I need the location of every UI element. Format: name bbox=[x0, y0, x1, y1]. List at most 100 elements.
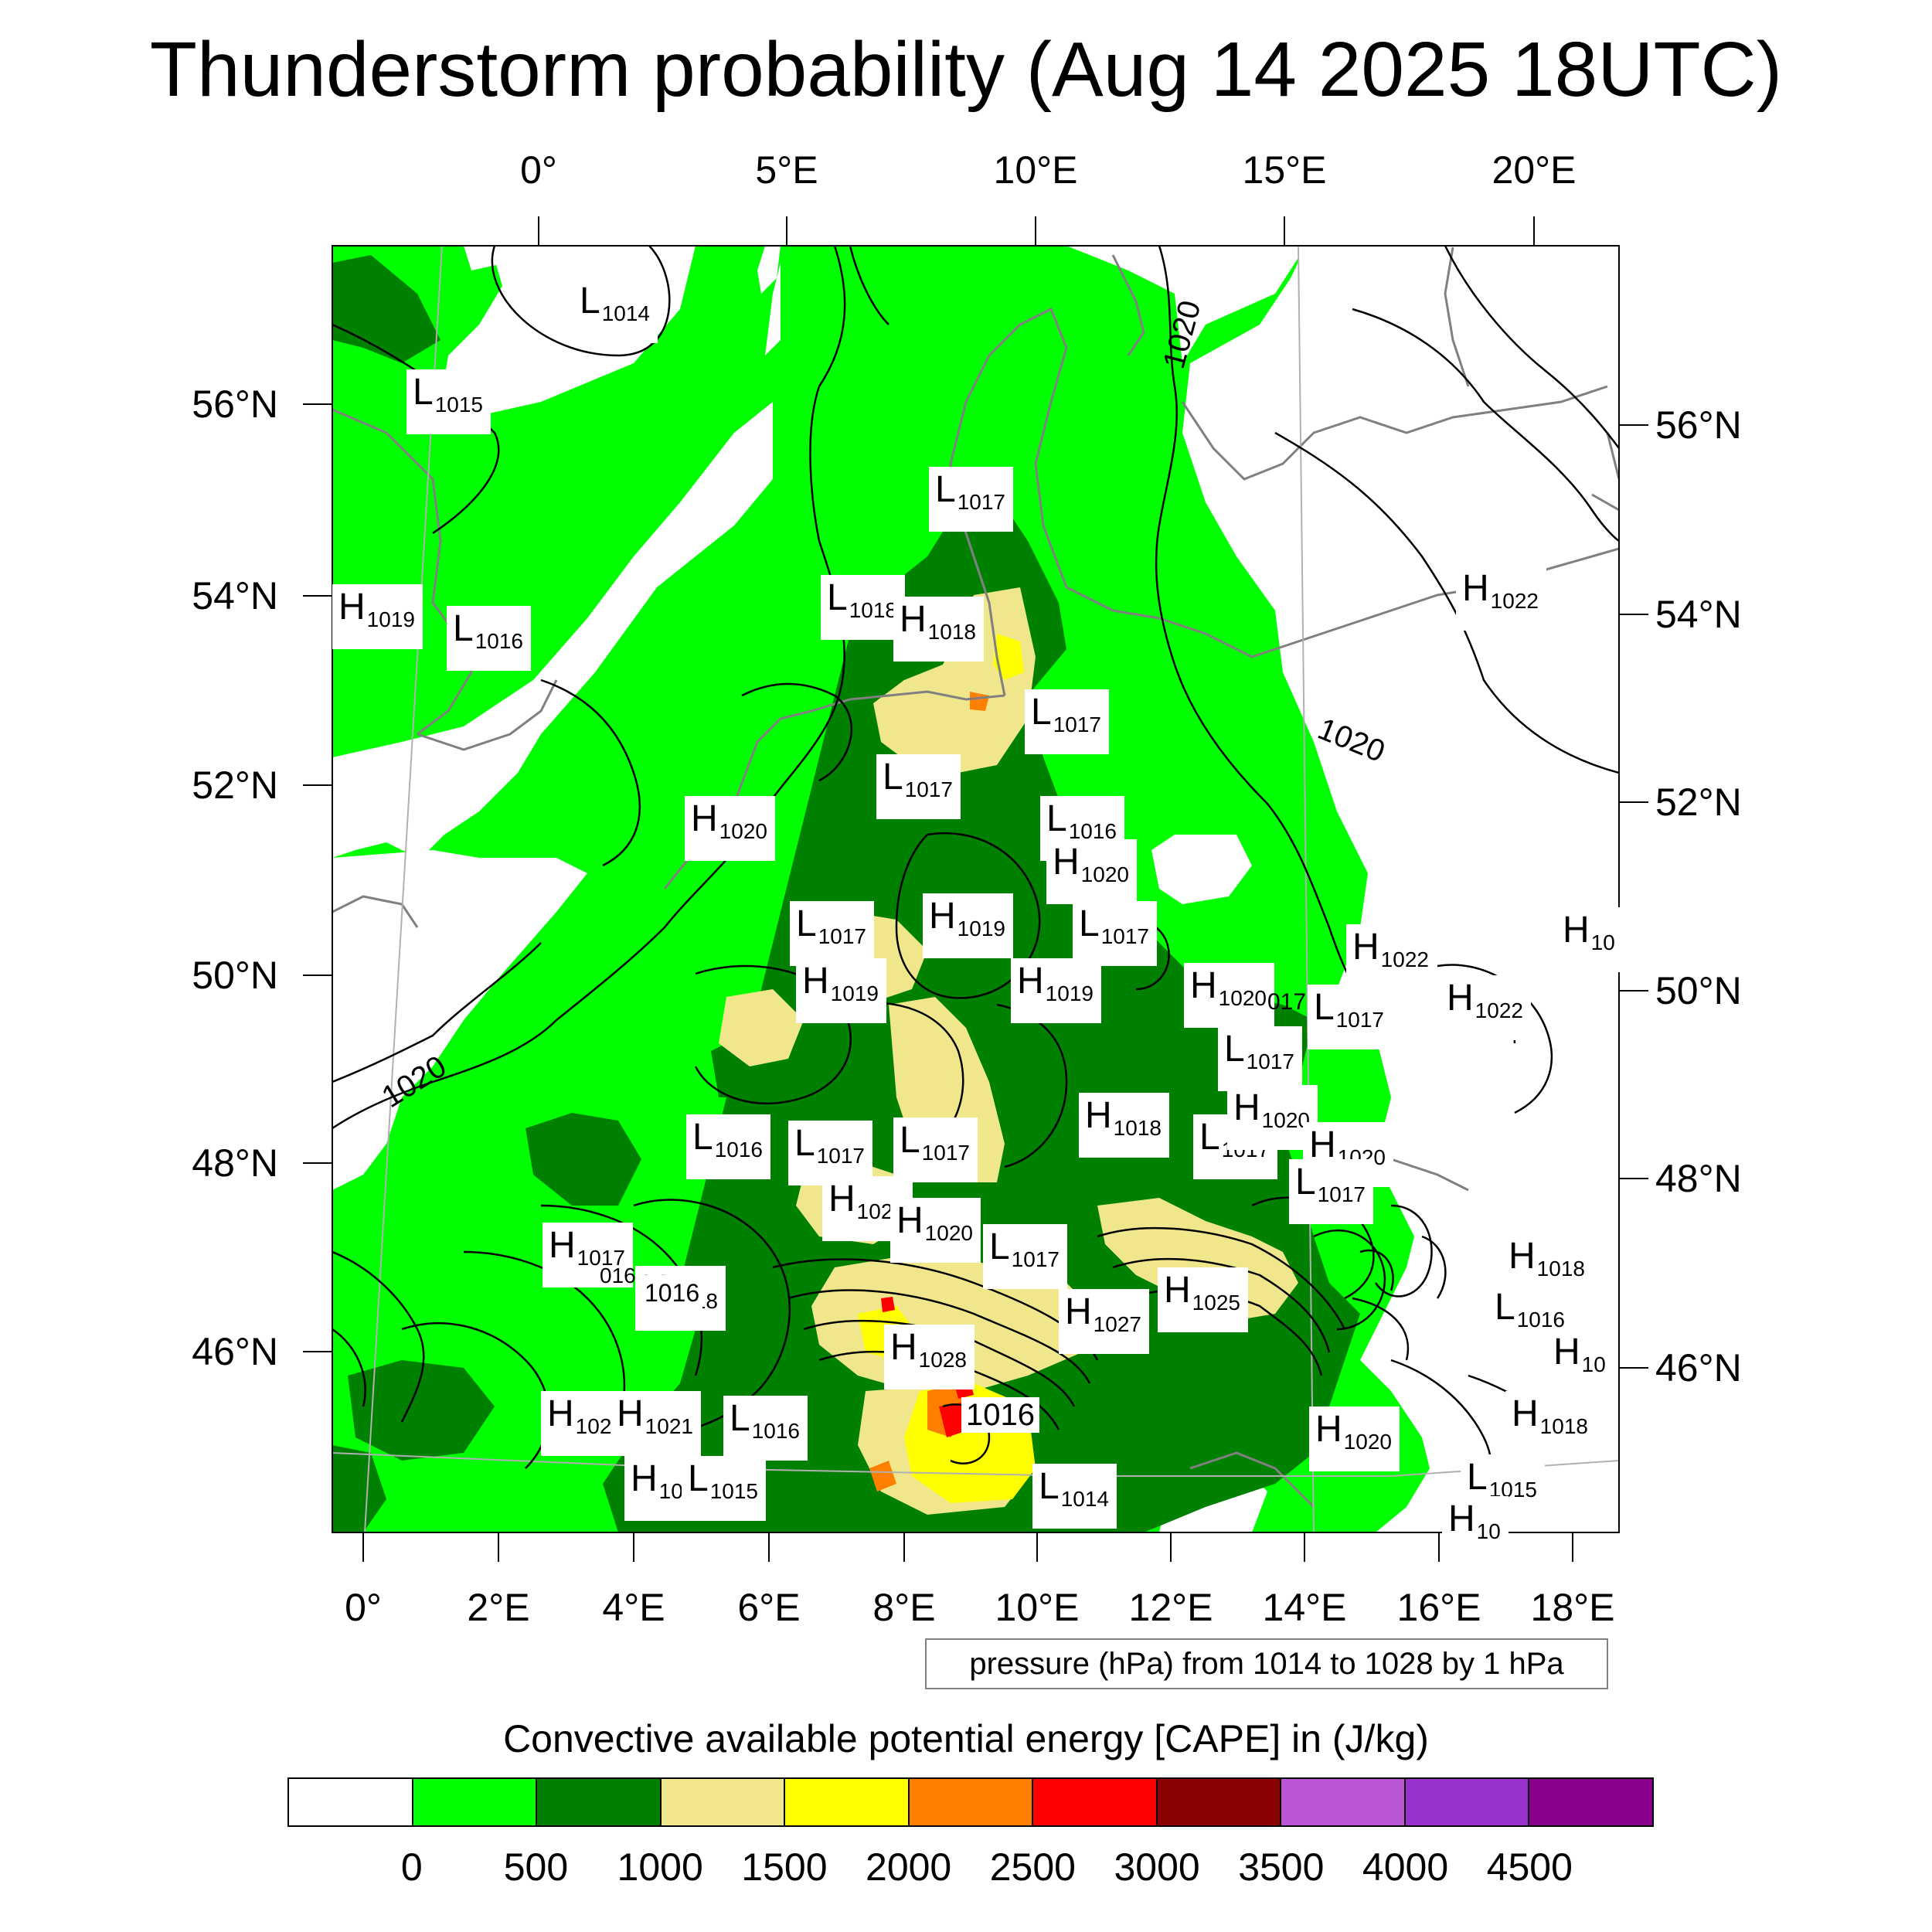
pressure-center-label: H1020 bbox=[1184, 963, 1274, 1028]
coastlines bbox=[332, 247, 1619, 1509]
pressure-center-label: H1027 bbox=[1059, 1289, 1149, 1354]
latitude-tick-right: 54°N bbox=[1655, 593, 1742, 636]
colorbar-label: 2500 bbox=[989, 1845, 1076, 1889]
latitude-tick-right: 56°N bbox=[1655, 403, 1742, 447]
isobar-label: 1016 bbox=[961, 1397, 1039, 1433]
pressure-center-label: H1019 bbox=[923, 893, 1013, 958]
pressure-center-label: H10 bbox=[1547, 1329, 1614, 1394]
pressure-center-label: L1016 bbox=[686, 1114, 770, 1179]
pressure-center-label: H1019 bbox=[796, 958, 886, 1023]
colorbar-label: 1500 bbox=[741, 1845, 828, 1889]
pressure-center-label: L1017 bbox=[788, 1121, 872, 1185]
colorbar-swatch bbox=[785, 1779, 910, 1825]
longitude-tick-bottom: 18°E bbox=[1530, 1586, 1615, 1629]
colorbar-swatch bbox=[289, 1779, 413, 1825]
latitude-tick-left: 52°N bbox=[192, 764, 278, 807]
colorbar-label: 0 bbox=[400, 1845, 423, 1889]
pressure-center-label: H1020 bbox=[890, 1198, 981, 1263]
isobar-label: 1016 bbox=[641, 1275, 703, 1311]
pressure-center-label: L1017 bbox=[1073, 901, 1157, 966]
pressure-center-label: H1020 bbox=[1046, 839, 1137, 904]
colorbar-swatch bbox=[661, 1779, 786, 1825]
longitude-tick-bottom: 2°E bbox=[467, 1586, 530, 1629]
pressure-center-label: H1019 bbox=[332, 584, 423, 649]
pressure-center-label: H1020 bbox=[1227, 1085, 1318, 1150]
pressure-center-label: L1017 bbox=[1218, 1026, 1302, 1091]
colorbar-label: 2000 bbox=[866, 1845, 952, 1889]
pressure-center-label: H1019 bbox=[1011, 958, 1101, 1023]
pressure-center-label: L1017 bbox=[983, 1224, 1067, 1289]
longitude-tick-top: 5°E bbox=[755, 148, 818, 192]
colorbar-swatch bbox=[1157, 1779, 1282, 1825]
latitude-tick-right: 48°N bbox=[1655, 1157, 1742, 1200]
pressure-center-label: H1022 bbox=[1346, 924, 1437, 989]
colorbar-swatch bbox=[1529, 1779, 1653, 1825]
pressure-center-label: L1016 bbox=[447, 606, 531, 671]
map-title: Thunderstorm probability (Aug 14 2025 18… bbox=[149, 26, 1783, 113]
pressure-center-label: L1017 bbox=[1289, 1159, 1373, 1224]
pressure-center-label: L1018 bbox=[821, 575, 905, 640]
map-frame bbox=[332, 245, 1620, 1533]
contour-info-box: pressure (hPa) from 1014 to 1028 by 1 hP… bbox=[925, 1638, 1608, 1689]
colorbar-swatch bbox=[909, 1779, 1034, 1825]
colorbar-swatch bbox=[537, 1779, 662, 1825]
colorbar-swatch bbox=[1281, 1779, 1406, 1825]
pressure-center-label: L1014 bbox=[573, 278, 658, 343]
longitude-tick-bottom: 4°E bbox=[602, 1586, 665, 1629]
colorbar-label: 3000 bbox=[1114, 1845, 1200, 1889]
pressure-center-label: L1017 bbox=[929, 467, 1013, 532]
longitude-tick-bottom: 16°E bbox=[1396, 1586, 1481, 1629]
pressure-center-label: L1017 bbox=[893, 1117, 978, 1182]
longitude-tick-bottom: 8°E bbox=[872, 1586, 936, 1629]
pressure-center-label: L1017 bbox=[1025, 689, 1109, 754]
latitude-tick-left: 46°N bbox=[192, 1330, 278, 1373]
pressure-center-label: L1015 bbox=[682, 1456, 766, 1521]
longitude-tick-top: 20°E bbox=[1492, 148, 1577, 192]
pressure-center-label: H1017 bbox=[543, 1223, 633, 1287]
pressure-center-label: H1020 bbox=[1309, 1406, 1400, 1471]
pressure-center-label: L1017 bbox=[790, 901, 874, 966]
latitude-tick-left: 54°N bbox=[192, 574, 278, 617]
pressure-center-label: H102 bbox=[541, 1391, 620, 1456]
pressure-center-label: L1016 bbox=[723, 1396, 808, 1461]
longitude-tick-bottom: 14°E bbox=[1262, 1586, 1347, 1629]
pressure-center-label: H1028 bbox=[884, 1325, 975, 1389]
latitude-tick-right: 50°N bbox=[1655, 969, 1742, 1012]
colorbar-title: Convective available potential energy [C… bbox=[503, 1717, 1429, 1760]
pressure-center-label: H1018 bbox=[1079, 1093, 1169, 1158]
isobar-label: 017 bbox=[1267, 989, 1307, 1015]
pressure-center-label: H1025 bbox=[1158, 1267, 1248, 1332]
pressure-center-label: L1017 bbox=[1308, 985, 1392, 1049]
pressure-center-label: H1018 bbox=[1505, 1391, 1596, 1456]
latitude-tick-left: 48°N bbox=[192, 1141, 278, 1185]
pressure-center-label: H10 bbox=[1442, 1496, 1509, 1561]
longitude-tick-bottom: 10°E bbox=[995, 1586, 1080, 1629]
pressure-center-label: H1020 bbox=[685, 796, 775, 861]
colorbar-label: 4500 bbox=[1486, 1845, 1573, 1889]
pressure-center-label: H1022 bbox=[1456, 566, 1546, 631]
longitude-tick-top: 10°E bbox=[993, 148, 1078, 192]
pressure-center-label: H1022 bbox=[1440, 975, 1531, 1040]
longitude-tick-bottom: 0° bbox=[345, 1586, 382, 1629]
colorbar-label: 1000 bbox=[617, 1845, 703, 1889]
latitude-tick-left: 56°N bbox=[192, 383, 278, 426]
isobar-label: 016 bbox=[600, 1264, 636, 1287]
colorbar-label: 500 bbox=[503, 1845, 569, 1889]
pressure-center-label: L1014 bbox=[1032, 1464, 1117, 1529]
colorbar-swatch bbox=[1033, 1779, 1158, 1825]
longitude-tick-top: 15°E bbox=[1242, 148, 1327, 192]
colorbar bbox=[287, 1777, 1654, 1827]
longitude-tick-bottom: 12°E bbox=[1128, 1586, 1213, 1629]
latitude-tick-right: 52°N bbox=[1655, 781, 1742, 824]
pressure-center-label: L1017 bbox=[876, 754, 961, 819]
colorbar-label: 4000 bbox=[1362, 1845, 1449, 1889]
longitude-tick-top: 0° bbox=[520, 148, 557, 192]
pressure-center-label: H1021 bbox=[611, 1391, 701, 1456]
colorbar-swatch bbox=[413, 1779, 538, 1825]
axis-tick-marks bbox=[303, 216, 1648, 1562]
pressure-center-label: H1018 bbox=[893, 597, 984, 662]
colorbar-swatch bbox=[1405, 1779, 1530, 1825]
colorbar-label: 3500 bbox=[1238, 1845, 1325, 1889]
latitude-tick-right: 46°N bbox=[1655, 1346, 1742, 1389]
